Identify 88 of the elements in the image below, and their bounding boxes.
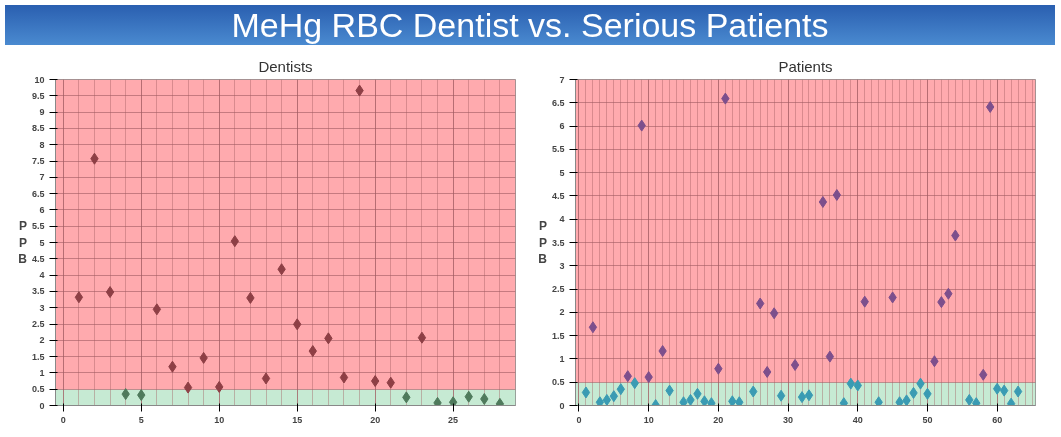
y-tick-label: 2 [39,335,45,346]
point [700,395,709,406]
x-tick-label: 10 [643,414,654,425]
y-tick-label: 7 [39,172,45,183]
chart-title: Patients [778,57,833,75]
y-axis-title: PPB [538,218,548,267]
point [797,391,807,404]
point [1013,385,1023,398]
x-tick-label: 40 [852,414,863,425]
y-tick-label: 0.5 [31,384,45,395]
y-tick-label: 9.5 [31,90,45,101]
point [735,396,744,406]
point [433,396,442,406]
y-tick-label: 1 [39,367,45,378]
y-tick-label: 1 [559,353,565,364]
y-tick-label: 7.5 [31,156,45,166]
y-tick-label: 1.5 [31,351,45,362]
point [679,396,688,406]
y-tick-label: 4 [559,214,565,225]
y-tick-label: 5.5 [551,144,565,155]
point [370,375,380,388]
point [595,396,605,406]
point [972,397,981,406]
y-tick-label: 2.5 [31,319,45,329]
x-tick-label: 50 [922,414,933,425]
point [776,389,786,402]
point [832,189,842,201]
y-tick-label: 5 [559,167,565,178]
point [105,286,115,299]
point [902,394,911,406]
y-tick-label: 10 [34,74,45,85]
y-tick-label: 0 [39,400,45,411]
x-tick-label: 10 [214,414,225,425]
y-tick-label: 6 [39,204,45,215]
x-tick-label: 20 [713,414,724,425]
point [588,321,598,334]
point [581,386,591,399]
point [804,389,814,402]
x-tick-label: 0 [60,414,66,425]
y-tick-label: 3.5 [31,286,45,297]
point [74,291,84,304]
chart-title: MeHg RBC Dentist vs. Serious Patients [231,5,829,45]
point [183,381,193,394]
x-tick-label: 20 [370,414,381,425]
y-tick-label: 2.5 [551,284,565,295]
y-tick-label: 3 [559,260,565,271]
y-tick-label: 8.5 [31,123,45,134]
y-tick-label: 9 [39,107,45,118]
point [818,195,828,208]
y-tick-label: 7 [559,74,565,85]
y-axis-title: PPB [18,218,28,267]
y-tick-label: 4.5 [551,190,565,201]
point [790,358,800,371]
point [999,384,1009,397]
point [707,397,716,406]
y-tick-label: 6.5 [551,97,565,108]
point [895,396,904,406]
y-tick-label: 2 [559,307,565,318]
y-tick-label: 4 [39,270,45,281]
y-tick-label: 0.5 [551,377,565,388]
point [839,397,848,406]
point [339,371,349,384]
x-tick-label: 0 [576,414,582,425]
point [261,372,271,385]
y-tick-label: 6 [559,121,565,132]
point [825,350,835,363]
y-tick-label: 8 [39,139,45,150]
y-tick-label: 5 [39,237,45,248]
chart-subtitle: Dentists [258,57,313,75]
point [152,303,162,316]
point [874,396,883,406]
y-tick-label: 3 [39,302,45,313]
y-tick-label: 4.5 [31,253,45,264]
y-tick-label: 3.5 [551,237,565,248]
x-tick-label: 25 [448,414,459,425]
y-tick-label: 6.5 [31,188,45,199]
point [769,307,779,320]
point [417,331,427,344]
point [728,395,737,406]
x-tick-label: 15 [292,414,303,425]
y-tick-label: 5.5 [31,221,45,232]
x-tick-label: 60 [992,414,1003,425]
x-tick-label: 30 [783,414,794,425]
x-tick-label: 5 [138,414,144,425]
y-tick-label: 1.5 [551,330,565,341]
point [448,396,458,406]
y-tick-label: 0 [559,400,565,411]
point [602,393,612,406]
